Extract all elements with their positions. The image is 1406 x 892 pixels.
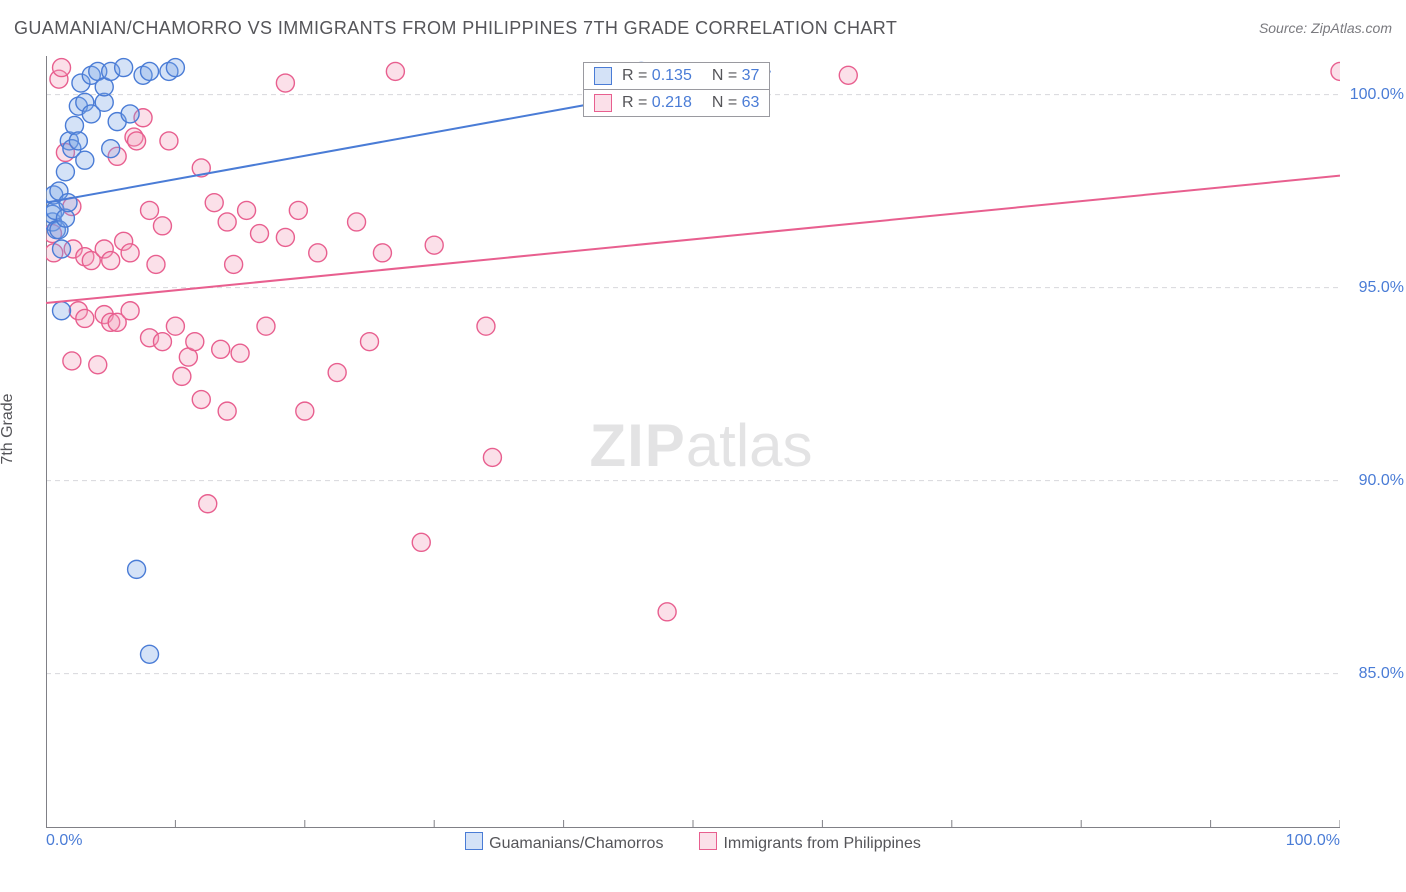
legend-label: Immigrants from Philippines: [723, 835, 920, 852]
legend-item: Guamanians/Chamorros: [465, 835, 663, 852]
legend-swatch-icon: [699, 832, 717, 850]
source-attribution: Source: ZipAtlas.com: [1259, 20, 1392, 36]
legend-swatch-icon: [594, 67, 612, 85]
y-axis-tick-label: 85.0%: [1359, 665, 1404, 683]
stats-legend-row: R = 0.218 N = 63: [584, 89, 769, 116]
y-axis-tick-label: 100.0%: [1350, 86, 1404, 104]
r-label: R = 0.218: [622, 94, 692, 112]
stats-legend-row: R = 0.135 N = 37: [584, 63, 769, 89]
n-label: N = 37: [712, 67, 760, 85]
y-axis-tick-label: 95.0%: [1359, 279, 1404, 297]
r-label: R = 0.135: [622, 67, 692, 85]
legend-label: Guamanians/Chamorros: [489, 835, 663, 852]
y-axis-label: 7th Grade: [0, 393, 17, 464]
chart-title: GUAMANIAN/CHAMORRO VS IMMIGRANTS FROM PH…: [14, 18, 897, 38]
n-label: N = 63: [712, 94, 760, 112]
legend-swatch-icon: [594, 94, 612, 112]
correlation-stats-legend: R = 0.135 N = 37 R = 0.218 N = 63: [583, 62, 770, 117]
y-axis-tick-label: 90.0%: [1359, 472, 1404, 490]
chart-plot-area: 85.0%90.0%95.0%100.0% R = 0.135N = 37R =…: [46, 56, 1340, 828]
legend-item: Immigrants from Philippines: [699, 835, 920, 852]
legend-swatch-icon: [465, 832, 483, 850]
series-legend: Guamanians/Chamorros Immigrants from Phil…: [46, 832, 1340, 858]
